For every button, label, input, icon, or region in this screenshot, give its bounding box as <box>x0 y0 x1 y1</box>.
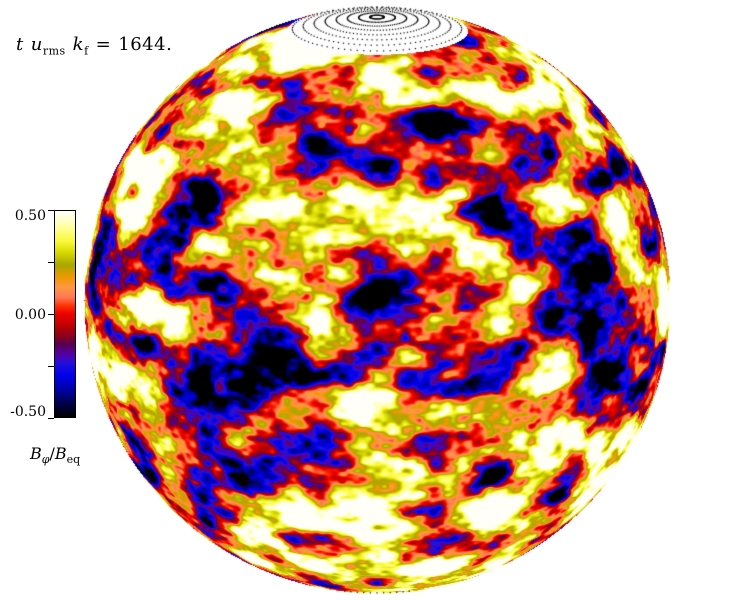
colorbar-label-max: 0.50 <box>14 208 46 224</box>
colorbar-tick <box>48 262 54 263</box>
field-label-phi: φ <box>41 453 50 467</box>
colorbar-tick <box>48 210 54 211</box>
figure-title: t urms kf = 1644. <box>16 34 173 58</box>
field-label-slash: / <box>49 444 55 463</box>
colorbar-tick <box>48 366 54 367</box>
title-var-t: t <box>16 34 24 55</box>
colorbar-tick <box>48 314 54 315</box>
colorbar-label-mid: 0.00 <box>14 307 46 323</box>
colorbar-gradient <box>55 211 75 417</box>
title-var-u: u <box>30 34 43 55</box>
title-var-k: k <box>72 34 85 55</box>
field-label-eq: eq <box>66 453 81 467</box>
title-sub-rms: rms <box>42 44 66 58</box>
colorbar-label-min: -0.50 <box>10 404 46 420</box>
title-value: 1644. <box>118 34 173 55</box>
title-sub-f: f <box>84 44 89 58</box>
colorbar-field-label: Bφ/Beq <box>30 444 81 467</box>
title-equals: = <box>95 34 112 55</box>
colorbar-tick <box>48 418 54 419</box>
colorbar <box>54 210 76 418</box>
field-label-B1: B <box>30 444 42 463</box>
field-label-B2: B <box>54 444 67 463</box>
